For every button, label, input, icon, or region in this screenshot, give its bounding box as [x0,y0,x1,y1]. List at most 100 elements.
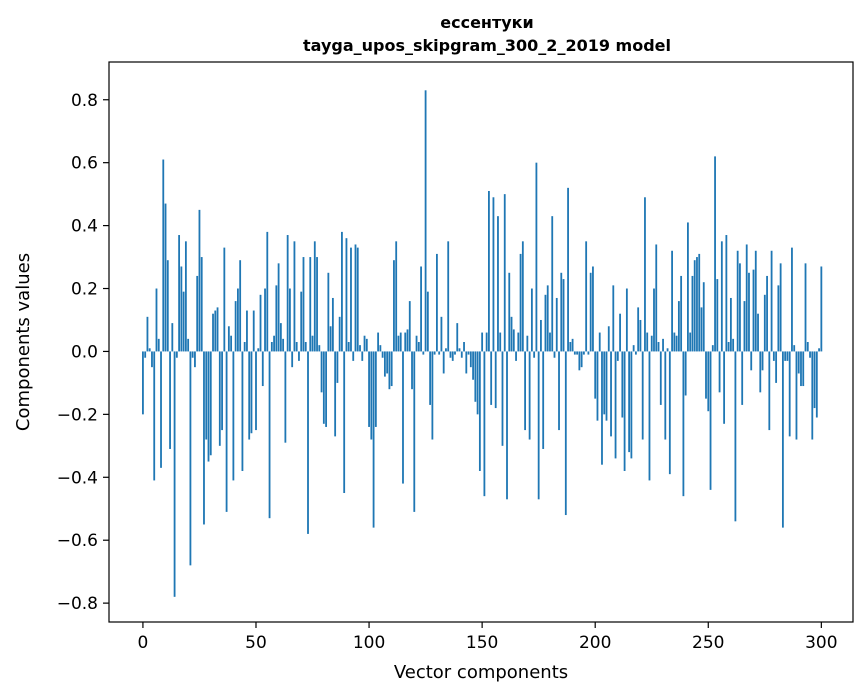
bar-component-283 [781,351,784,528]
bar-component-219 [637,307,640,352]
bar-component-299 [818,348,820,352]
bar-component-59 [275,285,278,352]
bar-component-192 [576,351,579,355]
bar-component-171 [528,351,531,440]
bar-component-149 [478,351,481,471]
bar-component-159 [501,351,504,446]
bar-component-93 [352,351,355,361]
y-tick-label: 0.4 [71,217,98,237]
bar-component-286 [788,351,791,437]
bar-component-122 [417,342,420,352]
bar-component-169 [524,351,526,431]
bar-component-147 [474,351,477,402]
bar-component-182 [553,351,556,358]
bar-component-173 [533,351,536,358]
bar-component-230 [662,338,664,352]
bar-component-196 [585,241,588,352]
bar-component-10 [164,203,167,352]
bar-component-130 [436,253,438,352]
bar-component-277 [768,351,771,431]
bar-component-201 [596,351,599,421]
bar-component-148 [476,351,479,415]
bar-component-105 [379,345,382,352]
bar-component-287 [791,247,793,352]
bar-component-95 [356,247,359,352]
bar-component-288 [793,345,796,352]
bar-component-16 [178,235,181,352]
bar-component-76 [313,241,316,352]
x-tick-label: 0 [138,633,149,653]
bar-component-2 [146,316,149,352]
bar-component-46 [246,310,248,352]
bar-component-92 [350,247,352,352]
bar-component-18 [182,291,185,352]
bar-component-71 [302,257,305,352]
bar-component-5 [153,351,156,481]
bar-component-57 [270,342,273,352]
bar-component-250 [707,351,710,412]
bar-component-262 [734,351,737,522]
bar-component-113 [397,335,400,352]
bar-component-22 [191,351,194,358]
bar-component-115 [402,351,404,484]
bar-component-207 [610,351,612,437]
bar-component-239 [682,351,685,497]
bar-component-23 [194,351,196,368]
bar-component-145 [469,351,472,368]
bar-component-248 [702,282,705,352]
bar-component-37 [225,351,228,512]
bar-component-111 [393,260,395,352]
bar-component-240 [684,351,687,396]
bar-component-131 [438,351,441,355]
y-tick-label: −0.8 [57,594,98,614]
bar-component-134 [445,348,447,352]
bar-component-103 [374,351,377,427]
bar-component-155 [492,197,495,352]
bar-component-242 [689,332,692,352]
bar-component-127 [429,351,432,405]
bar-component-275 [763,294,766,352]
bar-component-223 [646,332,649,352]
bar-component-166 [517,332,520,352]
bar-component-157 [497,216,499,352]
bar-component-12 [169,351,171,449]
x-tick-label: 200 [579,633,611,653]
bar-component-257 [723,351,726,424]
bar-component-146 [472,351,474,380]
bar-component-98 [363,335,366,352]
bar-component-210 [616,351,619,361]
y-tick-label: 0.6 [71,154,98,174]
bar-component-11 [166,260,169,352]
bar-component-222 [644,197,646,352]
bar-component-87 [338,316,341,352]
bar-component-198 [589,272,592,352]
bar-component-235 [673,332,676,352]
bar-component-21 [189,351,192,566]
bar-component-4 [151,351,153,368]
bar-component-41 [234,301,237,352]
bar-component-17 [180,266,183,352]
bar-component-26 [200,257,203,352]
bar-component-259 [727,342,730,352]
bar-component-31 [212,313,214,352]
bar-component-158 [499,332,502,352]
bar-component-209 [614,351,617,459]
bar-component-218 [635,351,637,355]
bar-component-142 [463,342,465,352]
bar-component-27 [203,351,205,525]
bar-component-112 [395,241,398,352]
bar-component-164 [512,329,515,352]
bar-component-74 [309,257,312,352]
bar-component-118 [408,301,411,352]
bar-component-136 [449,351,452,358]
bar-component-138 [454,351,456,355]
bar-component-251 [709,351,712,490]
bar-component-282 [779,263,782,352]
bar-component-271 [754,250,757,352]
bar-component-35 [221,351,223,431]
bar-component-216 [630,351,633,459]
bar-component-84 [331,297,334,352]
bar-component-7 [157,338,160,352]
bar-component-43 [239,260,242,352]
